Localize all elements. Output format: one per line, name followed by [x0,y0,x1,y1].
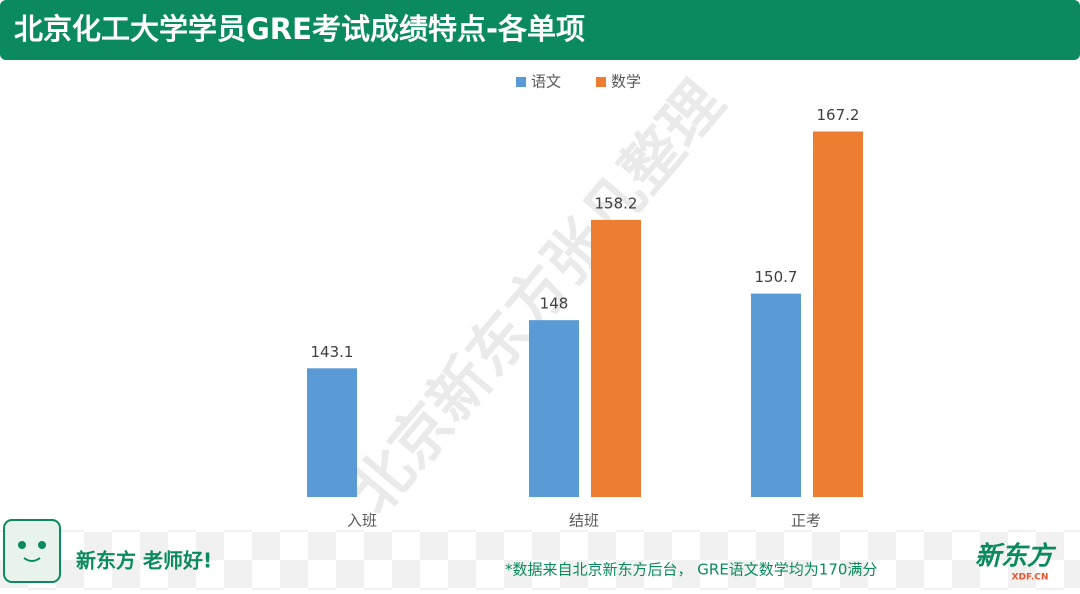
x-tick-label: 结班 [569,512,599,530]
bar [307,368,357,497]
mascot [3,519,61,583]
header-bar [0,0,1080,60]
footer-bg [0,530,1080,590]
legend-swatch [596,77,606,87]
value-label: 148 [540,295,569,313]
title: 北京化工大学学员GRE考试成绩特点-各单项 [14,12,585,46]
value-label: 158.2 [595,194,638,212]
slogan: 新东方 老师好! [76,549,212,573]
source-note: *数据来自北京新东方后台， GRE语文数学均为170满分 [505,561,877,579]
logo-sub: XDF.CN [1012,573,1049,583]
bar [813,131,863,497]
legend-label: 数学 [611,73,641,91]
logo: 新东方 [975,542,1057,572]
value-label: 150.7 [755,268,798,286]
x-tick-label: 入班 [347,512,377,530]
value-label: 143.1 [311,343,354,361]
value-label: 167.2 [817,106,860,124]
bar [591,219,641,497]
bar [751,293,801,497]
legend-swatch [516,77,526,87]
bar [529,320,579,497]
x-tick-label: 正考 [791,512,821,530]
legend-label: 语文 [531,73,561,91]
